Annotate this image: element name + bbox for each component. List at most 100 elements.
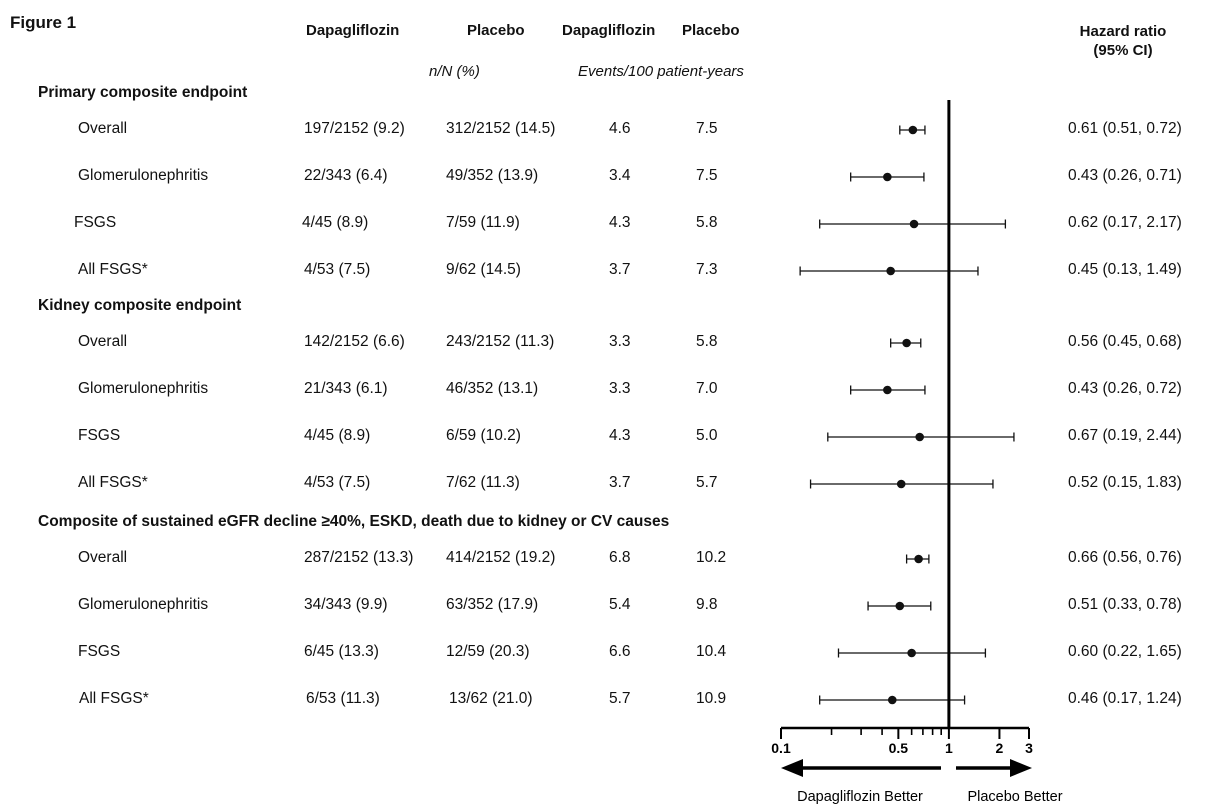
placebo-rate: 5.8 (696, 214, 718, 231)
dapagliflozin-rate: 3.4 (609, 167, 631, 184)
dapagliflozin-rate: 4.3 (609, 427, 631, 444)
dapagliflozin-rate: 6.8 (609, 549, 631, 566)
x-tick-label: 2 (996, 740, 1004, 756)
hazard-ratio-point (915, 432, 924, 442)
placebo-rate: 10.2 (696, 549, 727, 566)
placebo-count: 49/352 (13.9) (446, 167, 539, 184)
placebo-rate: 7.5 (696, 167, 718, 184)
placebo-rate: 10.4 (696, 643, 727, 660)
placebo-rate: 5.0 (696, 427, 718, 444)
placebo-count: 7/62 (11.3) (446, 474, 520, 491)
dapagliflozin-rate: 6.6 (609, 643, 631, 660)
dapagliflozin-rate: 5.4 (609, 596, 631, 613)
hazard-ratio-value: 0.61 (0.51, 0.72) (1068, 120, 1182, 137)
hazard-ratio-value: 0.46 (0.17, 1.24) (1068, 690, 1182, 707)
section-title: Composite of sustained eGFR decline ≥40%… (38, 513, 670, 530)
x-tick-label: 1 (945, 740, 953, 756)
placebo-count: 13/62 (21.0) (449, 690, 533, 707)
placebo-count: 46/352 (13.1) (446, 380, 539, 397)
header-dapagliflozin-counts: Dapagliflozin (306, 22, 400, 39)
subheader-rates: Events/100 patient-years (578, 63, 744, 80)
dapagliflozin-count: 4/45 (8.9) (302, 214, 369, 231)
hazard-ratio-point (902, 338, 911, 348)
x-tick-label: 0.5 (889, 740, 909, 756)
dapagliflozin-rate: 3.3 (609, 380, 631, 397)
dapagliflozin-rate: 4.3 (609, 214, 631, 231)
arrow-right-head (1010, 759, 1032, 777)
placebo-count: 7/59 (11.9) (446, 214, 520, 231)
hazard-ratio-value: 0.67 (0.19, 2.44) (1068, 427, 1182, 444)
hazard-ratio-value: 0.45 (0.13, 1.49) (1068, 261, 1182, 278)
placebo-count: 414/2152 (19.2) (446, 549, 556, 566)
placebo-rate: 7.3 (696, 261, 718, 278)
figure-title: Figure 1 (10, 13, 77, 32)
dapagliflozin-count: 4/45 (8.9) (304, 427, 371, 444)
dapagliflozin-rate: 3.3 (609, 333, 631, 350)
hazard-ratio-header: Hazard ratio (95% CI) (1068, 22, 1178, 60)
hazard-ratio-point (886, 266, 895, 276)
row-label: Glomerulonephritis (78, 167, 209, 184)
hazard-ratio-value: 0.66 (0.56, 0.76) (1068, 549, 1182, 566)
hazard-ratio-point (908, 125, 918, 135)
row-label: Overall (78, 120, 128, 137)
hazard-ratio-point (883, 385, 892, 395)
placebo-rate: 10.9 (696, 690, 727, 707)
placebo-rate: 7.5 (696, 120, 718, 137)
dapagliflozin-count: 22/343 (6.4) (304, 167, 388, 184)
row-label: Overall (78, 549, 128, 566)
hazard-ratio-point (914, 554, 923, 564)
hazard-ratio-point (895, 601, 905, 611)
placebo-count: 63/352 (17.9) (446, 596, 539, 613)
dapagliflozin-count: 34/343 (9.9) (304, 596, 388, 613)
arrow-left-head (781, 759, 803, 777)
dapagliflozin-count: 4/53 (7.5) (304, 474, 371, 491)
placebo-count: 6/59 (10.2) (446, 427, 521, 444)
dapagliflozin-rate: 3.7 (609, 474, 631, 491)
row-label: All FSGS* (78, 474, 148, 491)
row-label: All FSGS* (78, 261, 148, 278)
row-label: All FSGS* (79, 690, 149, 707)
placebo-rate: 5.7 (696, 474, 718, 491)
placebo-rate: 9.8 (696, 596, 718, 613)
row-label: FSGS (74, 214, 117, 231)
row-label: Glomerulonephritis (78, 596, 209, 613)
dapagliflozin-count: 287/2152 (13.3) (304, 549, 414, 566)
hazard-ratio-value: 0.43 (0.26, 0.72) (1068, 380, 1182, 397)
header-placebo-counts: Placebo (467, 22, 525, 39)
section-title: Primary composite endpoint (38, 84, 248, 101)
dapagliflozin-count: 6/53 (11.3) (306, 690, 380, 707)
hazard-ratio-point (896, 479, 906, 489)
row-label: FSGS (78, 427, 121, 444)
row-label: Overall (78, 333, 128, 350)
hazard-ratio-header-line2: (95% CI) (1093, 42, 1153, 59)
dapagliflozin-count: 4/53 (7.5) (304, 261, 371, 278)
dapagliflozin-count: 197/2152 (9.2) (304, 120, 405, 137)
placebo-count: 9/62 (14.5) (446, 261, 521, 278)
favours-right-label: Placebo Better (967, 789, 1062, 805)
header-dapagliflozin-rate: Dapagliflozin (562, 22, 656, 39)
placebo-rate: 7.0 (696, 380, 718, 397)
placebo-count: 243/2152 (11.3) (446, 333, 555, 350)
favours-left-label: Dapagliflozin Better (797, 789, 923, 805)
dapagliflozin-rate: 5.7 (609, 690, 631, 707)
hazard-ratio-value: 0.62 (0.17, 2.17) (1068, 214, 1182, 231)
hazard-ratio-point (909, 219, 919, 229)
x-tick-label: 0.1 (771, 740, 791, 756)
dapagliflozin-count: 21/343 (6.1) (304, 380, 388, 397)
row-label: FSGS (78, 643, 121, 660)
hazard-ratio-point (887, 695, 897, 705)
dapagliflozin-count: 142/2152 (6.6) (304, 333, 405, 350)
hazard-ratio-value: 0.51 (0.33, 0.78) (1068, 596, 1182, 613)
dapagliflozin-rate: 3.7 (609, 261, 631, 278)
hazard-ratio-point (907, 648, 916, 658)
hazard-ratio-header-line1: Hazard ratio (1079, 23, 1167, 40)
row-label: Glomerulonephritis (78, 380, 209, 397)
hazard-ratio-value: 0.52 (0.15, 1.83) (1068, 474, 1182, 491)
dapagliflozin-count: 6/45 (13.3) (304, 643, 379, 660)
hazard-ratio-value: 0.43 (0.26, 0.71) (1068, 167, 1182, 184)
placebo-count: 12/59 (20.3) (446, 643, 530, 660)
section-title: Kidney composite endpoint (38, 297, 242, 314)
x-tick-label: 3 (1025, 740, 1033, 756)
subheader-counts: n/N (%) (429, 63, 480, 80)
